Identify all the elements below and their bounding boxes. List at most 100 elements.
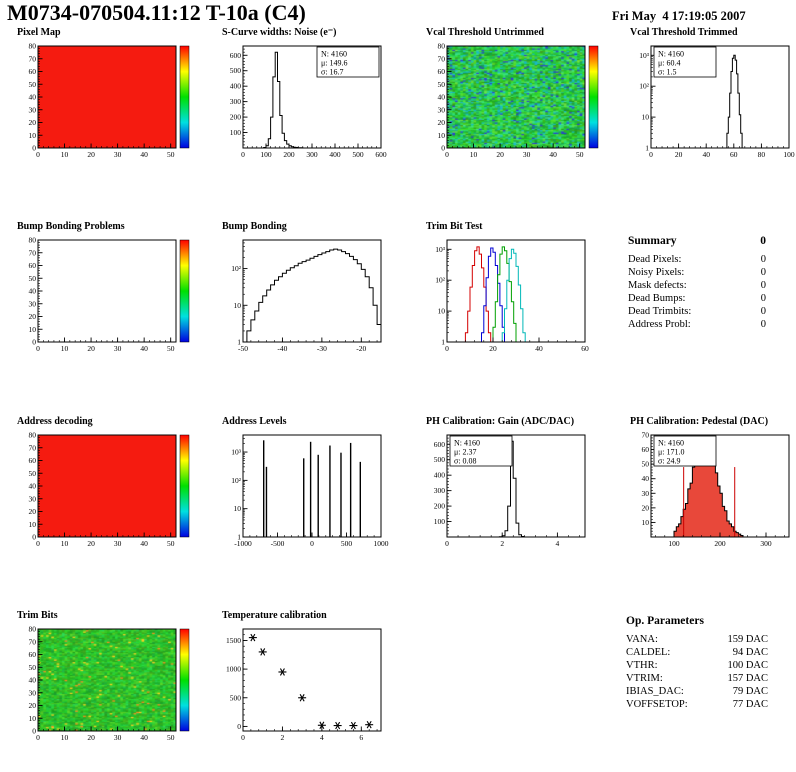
summary-row-label: Mask defects:: [628, 280, 687, 291]
svg-text:μ: 149.6: μ: 149.6: [321, 59, 348, 68]
svg-text:0: 0: [649, 150, 653, 159]
plot-title: Pixel Map: [17, 27, 61, 38]
op-parameter-row: VANA: 159 DAC: [626, 634, 768, 645]
svg-text:30: 30: [29, 494, 37, 503]
op-parameter-value: 100 DAC: [727, 660, 768, 671]
plot-temperature-calibration: Temperature calibration 0 2 4 6 0 500 1000 1500: [213, 610, 409, 772]
plot-title: Address decoding: [17, 416, 93, 427]
svg-text:0: 0: [310, 539, 314, 548]
svg-text:0: 0: [445, 344, 449, 353]
svg-text:10: 10: [29, 325, 37, 334]
svg-text:30: 30: [29, 299, 37, 308]
svg-text:50: 50: [29, 80, 37, 89]
address-decoding-map: [38, 435, 176, 537]
svg-text:20: 20: [29, 118, 37, 127]
plot-bump-bonding: Bump Bonding -50 -40 -30 -20 1 10 10²: [213, 221, 409, 383]
svg-text:500: 500: [352, 150, 364, 159]
summary-row-value: 0: [760, 267, 766, 278]
svg-text:80: 80: [438, 42, 446, 51]
svg-text:40: 40: [140, 344, 148, 353]
svg-text:10: 10: [470, 150, 478, 159]
svg-text:30: 30: [642, 489, 650, 498]
plot-pixel-map: Pixel Map 0 10 20 30 40 50 0 10 20 30 40 50 60 70 80: [8, 27, 204, 189]
stats-box: [316, 46, 380, 78]
svg-text:10: 10: [61, 344, 69, 353]
plot-vcal-threshold-untrimmed: Vcal Threshold Untrimmed 0 10 20 30 40 50 0 10 20…: [417, 27, 613, 189]
svg-text:10²: 10²: [435, 276, 446, 285]
trim-bits-map: [38, 629, 176, 731]
svg-text:40: 40: [29, 676, 37, 685]
svg-text:300: 300: [434, 486, 446, 495]
plot-title: Bump Bonding: [222, 221, 287, 232]
svg-text:80: 80: [29, 42, 37, 51]
svg-text:200: 200: [230, 113, 242, 122]
svg-text:0: 0: [36, 539, 40, 548]
svg-text:0: 0: [32, 727, 36, 736]
svg-text:10: 10: [438, 131, 446, 140]
svg-text:10: 10: [438, 307, 446, 316]
svg-text:10: 10: [642, 518, 650, 527]
svg-text:N: 4160: N: 4160: [321, 50, 347, 59]
svg-text:500: 500: [230, 693, 242, 702]
svg-text:80: 80: [29, 236, 37, 245]
svg-text:50: 50: [167, 150, 175, 159]
op-parameter-value: 157 DAC: [727, 673, 768, 684]
svg-text:40: 40: [642, 474, 650, 483]
svg-text:1000: 1000: [226, 665, 241, 674]
pixel-map-map: [38, 46, 176, 148]
bump-bonding-chart: -50 -40 -30 -20 1 10 10²: [231, 239, 382, 353]
op-parameter-row: VOFFSETOP: 77 DAC: [626, 699, 768, 710]
svg-text:60: 60: [642, 445, 650, 454]
svg-text:600: 600: [434, 440, 446, 449]
svg-text:20: 20: [496, 150, 504, 159]
op-parameter-value: 94 DAC: [732, 647, 768, 658]
color-scale-bar: [179, 239, 190, 343]
svg-text:60: 60: [730, 150, 738, 159]
svg-text:40: 40: [702, 150, 710, 159]
plot-vcal-threshold-trimmed: Vcal Threshold Trimmed 0 20 40 60 80 100 1 10 10²…: [621, 27, 796, 189]
summary-row: Address Probl: 0: [628, 319, 766, 330]
summary-row-value: 0: [760, 280, 766, 291]
svg-text:N: 4160: N: 4160: [658, 50, 684, 59]
plot-title: Bump Bonding Problems: [17, 221, 125, 232]
op-parameters-heading: Op. Parameters: [626, 615, 704, 627]
svg-text:50: 50: [167, 344, 175, 353]
svg-text:50: 50: [167, 733, 175, 742]
svg-text:50: 50: [642, 460, 650, 469]
svg-text:10: 10: [61, 150, 69, 159]
svg-text:20: 20: [438, 118, 446, 127]
plot-title: Address Levels: [222, 416, 287, 427]
summary-row-label: Dead Bumps:: [628, 293, 686, 304]
svg-text:4: 4: [320, 733, 324, 742]
svg-text:σ: 16.7: σ: 16.7: [321, 68, 344, 77]
plot-address-levels: Address Levels -1000 -500 0 500 1000 1 10 10² 10³: [213, 416, 409, 578]
svg-text:30: 30: [114, 733, 122, 742]
svg-text:1: 1: [441, 338, 445, 347]
stats-box: [653, 435, 717, 467]
svg-text:70: 70: [29, 54, 37, 63]
svg-text:60: 60: [29, 261, 37, 270]
svg-text:50: 50: [438, 80, 446, 89]
svg-text:10³: 10³: [639, 51, 650, 60]
plot-title: Vcal Threshold Untrimmed: [426, 27, 544, 38]
summary-row-value: 0: [760, 319, 766, 330]
svg-text:0: 0: [445, 539, 449, 548]
svg-text:600: 600: [230, 51, 242, 60]
svg-text:80: 80: [758, 150, 766, 159]
svg-text:60: 60: [29, 650, 37, 659]
svg-text:10: 10: [61, 539, 69, 548]
svg-text:40: 40: [438, 93, 446, 102]
svg-text:6: 6: [359, 733, 363, 742]
svg-text:0: 0: [237, 722, 241, 731]
summary-row-label: Address Probl:: [628, 319, 691, 330]
svg-text:0: 0: [36, 344, 40, 353]
summary-row: Mask defects: 0: [628, 280, 766, 291]
timestamp: Fri May 4 17:19:05 2007: [612, 9, 746, 23]
svg-text:30: 30: [114, 150, 122, 159]
trim-bits-chart: 0 10 20 30 40 50 0 10 20 30 40 50 60 70 80: [29, 625, 190, 742]
op-parameter-label: CALDEL:: [626, 647, 671, 658]
svg-text:2: 2: [500, 539, 504, 548]
svg-text:200: 200: [283, 150, 295, 159]
